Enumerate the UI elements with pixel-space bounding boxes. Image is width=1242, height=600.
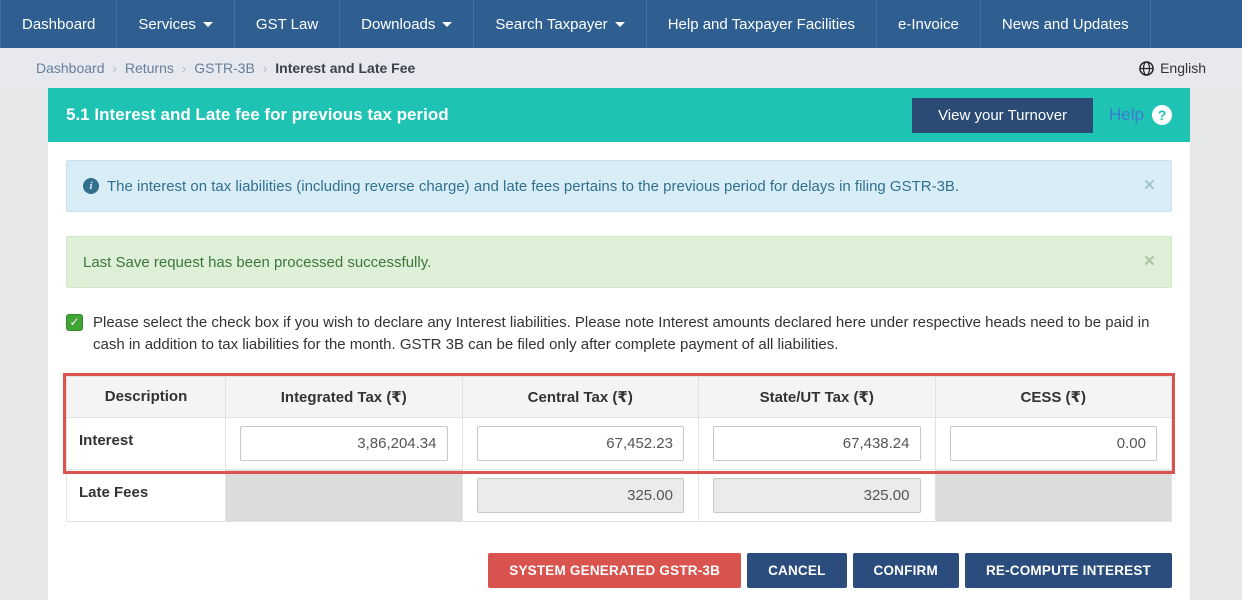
table-row-late-fees: Late Fees — [66, 469, 1172, 522]
view-turnover-button[interactable]: View your Turnover — [912, 97, 1094, 133]
row-label-late-fees: Late Fees — [66, 469, 226, 522]
language-selector[interactable]: English — [1139, 60, 1206, 76]
caret-down-icon — [614, 21, 625, 27]
interest-central-tax-input[interactable] — [476, 425, 684, 461]
page-title: 5.1 Interest and Late fee for previous t… — [66, 105, 449, 124]
nav-item-label: GST Law — [255, 15, 319, 33]
panel-header: 5.1 Interest and Late fee for previous t… — [48, 88, 1190, 142]
content-card: 5.1 Interest and Late fee for previous t… — [48, 88, 1190, 600]
success-alert: Last Save request has been processed suc… — [66, 236, 1172, 288]
interest-integrated-tax-input[interactable] — [240, 425, 448, 461]
interest-declaration: ✓ Please select the check box if you wis… — [66, 312, 1172, 356]
nav-item-label: News and Updates — [1001, 15, 1129, 33]
interest-state-ut-tax-input[interactable] — [713, 425, 921, 461]
confirm-button[interactable]: CONFIRM — [852, 552, 959, 588]
nav-item-e-invoice[interactable]: e-Invoice — [877, 0, 981, 48]
breadcrumb-separator: › — [181, 60, 187, 76]
nav-item-dashboard[interactable]: Dashboard — [0, 0, 118, 48]
info-icon: i — [83, 178, 99, 194]
nav-item-label: Services — [138, 15, 196, 33]
nav-item-downloads[interactable]: Downloads — [340, 0, 475, 48]
nav-item-help-facilities[interactable]: Help and Taxpayer Facilities — [647, 0, 878, 48]
caret-down-icon — [442, 21, 453, 27]
close-icon[interactable]: × — [1143, 175, 1155, 196]
table-header-row: Description Integrated Tax (₹) Central T… — [66, 375, 1172, 418]
latefee-cess-blocked-cell — [935, 469, 1172, 522]
breadcrumb-link-gstr3b[interactable]: GSTR-3B — [194, 60, 255, 76]
breadcrumb-link-returns[interactable]: Returns — [124, 60, 174, 76]
nav-item-services[interactable]: Services — [117, 0, 235, 48]
latefee-central-tax-input — [476, 477, 684, 513]
declaration-checkbox[interactable]: ✓ — [66, 314, 83, 331]
help-link[interactable]: Help — [1109, 105, 1144, 124]
breadcrumb-separator: › — [262, 60, 268, 76]
table-row-interest: Interest — [66, 417, 1172, 470]
declaration-text: Please select the check box if you wish … — [93, 314, 1150, 353]
help-question-icon[interactable]: ? — [1152, 105, 1172, 125]
breadcrumb-current: Interest and Late Fee — [275, 60, 416, 76]
breadcrumb-separator: › — [112, 60, 117, 76]
caret-down-icon — [202, 21, 213, 27]
nav-item-search-taxpayer[interactable]: Search Taxpayer — [474, 0, 647, 48]
nav-item-label: Search Taxpayer — [495, 15, 608, 33]
nav-item-label: e-Invoice — [898, 15, 959, 33]
latefee-integrated-tax-blocked-cell — [226, 469, 463, 522]
recompute-interest-button[interactable]: RE-COMPUTE INTEREST — [964, 552, 1172, 588]
col-header-cess: CESS (₹) — [935, 375, 1172, 418]
nav-item-label: Downloads — [361, 15, 436, 33]
close-icon[interactable]: × — [1143, 251, 1155, 272]
col-header-description: Description — [66, 375, 226, 418]
nav-item-label: Help and Taxpayer Facilities — [667, 15, 856, 33]
action-button-bar: SYSTEM GENERATED GSTR-3B CANCEL CONFIRM … — [48, 552, 1190, 588]
success-alert-text: Last Save request has been processed suc… — [83, 253, 432, 271]
language-label: English — [1160, 60, 1206, 76]
nav-item-gst-law[interactable]: GST Law — [235, 0, 341, 48]
info-alert-text: The interest on tax liabilities (includi… — [107, 177, 960, 195]
latefee-state-ut-tax-input — [713, 477, 921, 513]
cancel-button[interactable]: CANCEL — [747, 552, 847, 588]
top-nav: Dashboard Services GST Law Downloads Sea… — [0, 0, 1242, 48]
row-label-interest: Interest — [66, 417, 226, 470]
breadcrumb: Dashboard › Returns › GSTR-3B › Interest… — [0, 48, 1242, 88]
checkmark-icon: ✓ — [69, 314, 80, 329]
nav-item-label: Dashboard — [22, 15, 96, 33]
col-header-central-tax: Central Tax (₹) — [462, 375, 699, 418]
col-header-state-ut-tax: State/UT Tax (₹) — [699, 375, 936, 418]
nav-item-news-updates[interactable]: News and Updates — [981, 0, 1151, 48]
liability-table: Description Integrated Tax (₹) Central T… — [63, 372, 1175, 522]
globe-icon — [1139, 60, 1154, 76]
breadcrumb-link-dashboard[interactable]: Dashboard — [36, 60, 105, 76]
info-alert: i The interest on tax liabilities (inclu… — [66, 160, 1172, 212]
system-generated-gstr3b-button[interactable]: SYSTEM GENERATED GSTR-3B — [488, 552, 742, 588]
col-header-integrated-tax: Integrated Tax (₹) — [226, 375, 463, 418]
interest-cess-input[interactable] — [949, 425, 1157, 461]
